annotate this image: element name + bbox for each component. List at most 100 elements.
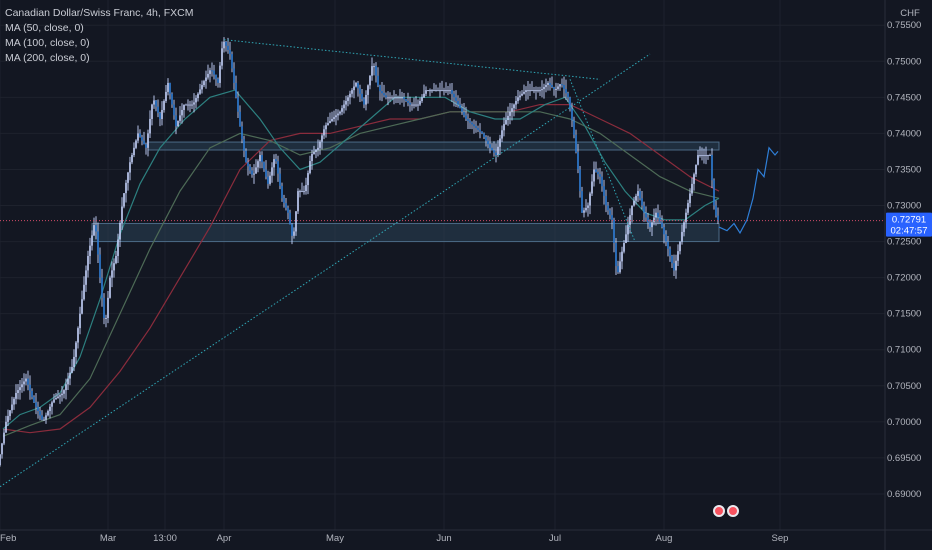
candle-body <box>403 97 405 100</box>
candle-body <box>313 151 315 155</box>
candle-body <box>153 100 155 105</box>
candle-body <box>305 185 307 192</box>
candle-body <box>529 90 531 92</box>
candle-body <box>165 91 167 101</box>
candle-body <box>573 120 575 135</box>
candle-body <box>137 133 139 141</box>
candle-body <box>91 235 93 246</box>
candle-body <box>185 104 187 106</box>
candle-body <box>177 120 179 127</box>
projection-path[interactable] <box>718 146 779 235</box>
candle-body <box>267 176 269 184</box>
candle-body <box>663 227 665 235</box>
candle-body <box>655 212 657 218</box>
candle-body <box>699 155 701 157</box>
time-axis[interactable]: Feb Mar 13:00 Apr May Jun Jul Aug Sep <box>0 529 932 544</box>
candle-body <box>199 89 201 94</box>
price-tick-label: 0.72000 <box>887 273 921 284</box>
candle-body <box>9 410 11 417</box>
candle-body <box>369 75 371 86</box>
candle-body <box>595 169 597 172</box>
ma50-legend[interactable]: MA (50, close, 0) <box>5 22 84 34</box>
candle-body <box>181 109 183 116</box>
candle-body <box>717 215 719 221</box>
candle-body <box>583 210 585 213</box>
candle-body <box>345 100 347 105</box>
candle-body <box>413 104 415 106</box>
candle-body <box>425 90 427 94</box>
candle-body <box>669 248 671 256</box>
candle-body <box>555 88 557 90</box>
candle-body <box>283 198 285 204</box>
candle-body <box>251 170 253 175</box>
trendline[interactable] <box>0 53 651 488</box>
candle-body <box>567 93 569 98</box>
trendline[interactable] <box>569 79 636 242</box>
candle-body <box>499 138 501 147</box>
candle-body <box>299 191 301 193</box>
price-zone[interactable] <box>147 141 720 151</box>
candle-body <box>87 255 89 271</box>
economic-events-icon[interactable] <box>713 503 741 523</box>
bar-countdown: 02:47:57 <box>891 226 928 237</box>
candle-body <box>233 68 235 83</box>
price-zone[interactable] <box>91 223 720 243</box>
candle-body <box>237 97 239 112</box>
price-axis[interactable]: CHF 0.69000 0.69500 0.70000 0.70500 0.71000 0… <box>884 0 921 550</box>
trendlines <box>0 39 651 488</box>
candle-body <box>321 135 323 142</box>
candle-body <box>175 115 177 127</box>
candle-body <box>151 104 153 119</box>
candle-body <box>487 140 489 145</box>
candle-body <box>427 90 429 92</box>
candle-body <box>337 113 339 116</box>
candle-body <box>257 161 259 168</box>
candle-body <box>707 155 709 157</box>
candle-body <box>695 164 697 175</box>
candle-body <box>113 263 115 271</box>
candle-body <box>45 415 47 420</box>
candle-body <box>343 104 345 109</box>
candle-body <box>423 93 425 98</box>
candle-body <box>697 155 699 165</box>
candle-body <box>71 367 73 373</box>
candle-body <box>163 100 165 110</box>
ma200-legend[interactable]: MA (200, close, 0) <box>5 52 90 64</box>
candle-body <box>569 97 571 109</box>
candle-body <box>235 82 237 98</box>
symbol-title[interactable]: Canadian Dollar/Swiss Franc, 4h, FXCM <box>5 7 194 19</box>
candle-body <box>693 174 695 184</box>
ma100-legend[interactable]: MA (100, close, 0) <box>5 37 90 49</box>
event-marker-icon[interactable] <box>727 505 739 517</box>
candle-body <box>667 241 669 249</box>
candle-body <box>387 97 389 99</box>
candle-body <box>101 277 103 298</box>
time-tick-label: Apr <box>217 533 232 544</box>
candle-body <box>315 149 317 152</box>
candle-body <box>239 111 241 127</box>
candle-body <box>507 115 509 121</box>
candle-body <box>649 222 651 228</box>
candle-body <box>351 90 353 94</box>
candle-body <box>675 260 677 271</box>
candle-body <box>139 133 141 138</box>
candle-body <box>263 162 265 170</box>
candle-body <box>497 146 499 156</box>
candle-body <box>715 205 717 216</box>
candle-body <box>303 191 305 193</box>
candle-body <box>275 159 277 162</box>
time-tick-label: Jul <box>549 533 561 544</box>
candle-body <box>295 211 297 232</box>
candle-body <box>145 144 147 148</box>
ma100-line <box>2 111 720 437</box>
candle-body <box>493 150 495 153</box>
trendline[interactable] <box>223 39 601 80</box>
event-marker-icon[interactable] <box>713 505 725 517</box>
candle-body <box>11 404 13 411</box>
candle-body <box>95 225 97 232</box>
candle-body <box>571 108 573 121</box>
candle-body <box>543 87 545 90</box>
candle-body <box>365 94 367 105</box>
candle-body <box>665 234 667 242</box>
